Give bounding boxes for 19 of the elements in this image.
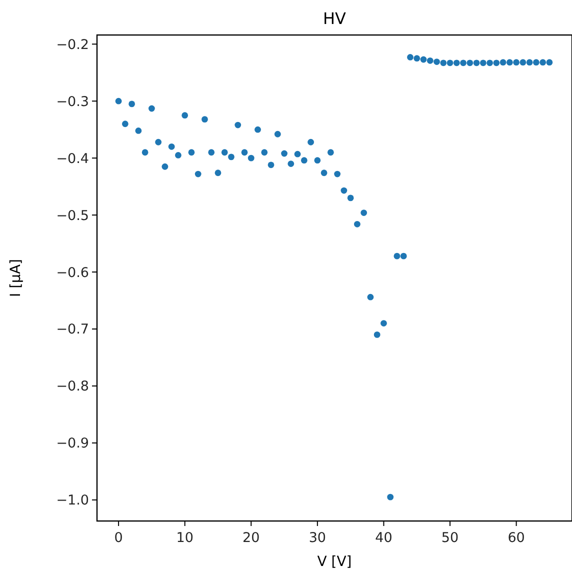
y-tick-label: −0.3 <box>56 94 89 110</box>
y-tick-label: −0.8 <box>56 378 89 395</box>
y-tick-label: −1.0 <box>56 492 89 509</box>
y-tick-label: −0.9 <box>56 436 89 452</box>
chart-title: HV <box>323 9 346 28</box>
y-axis-title: I [μA] <box>8 259 24 297</box>
y-tick-label: −0.4 <box>56 150 89 167</box>
x-tick-label: 30 <box>308 530 326 546</box>
y-tick-label: −0.6 <box>56 264 89 281</box>
x-tick-label: 50 <box>441 530 459 546</box>
x-tick-label: 20 <box>242 530 260 546</box>
y-tick-label: −0.5 <box>56 208 89 224</box>
x-tick-label: 10 <box>176 530 194 546</box>
x-axis-title: V [V] <box>317 554 352 570</box>
x-tick-label: 0 <box>114 530 123 546</box>
x-tick-label: 60 <box>508 530 525 546</box>
x-tick-label: 40 <box>375 530 392 546</box>
y-tick-label: −0.7 <box>56 322 89 338</box>
y-tick-label: −0.2 <box>56 36 89 53</box>
